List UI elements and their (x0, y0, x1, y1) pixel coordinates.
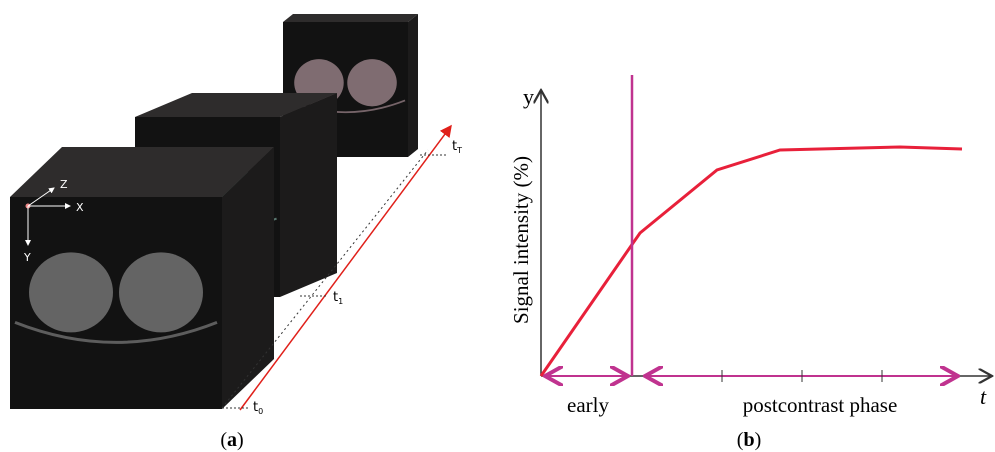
cube-top (283, 14, 418, 22)
phase-label: postcontrast phase (743, 393, 898, 417)
cube-side (280, 93, 337, 297)
signal-curve (541, 147, 962, 376)
time-label: t1 (333, 290, 343, 306)
axis-label: Y (23, 251, 31, 264)
caption: (b) (737, 429, 761, 451)
cube-side (408, 14, 418, 157)
phase-label: early (567, 393, 609, 417)
breast-image (119, 252, 203, 332)
y-symbol: y (523, 84, 534, 109)
time-label: t0 (253, 400, 263, 416)
caption: (a) (220, 429, 243, 451)
y-axis-label: Signal intensity (%) (509, 156, 533, 324)
breast-image (347, 59, 397, 106)
x-symbol: t (980, 384, 987, 409)
image-volumes (10, 14, 418, 409)
axis-label: Z (60, 178, 68, 191)
breast-image (29, 252, 113, 332)
figure: t0 t1 tT Z X Y (a) y Signal intensity (%… (0, 0, 995, 452)
time-label: tT (452, 139, 462, 155)
axis-label: X (76, 201, 84, 214)
